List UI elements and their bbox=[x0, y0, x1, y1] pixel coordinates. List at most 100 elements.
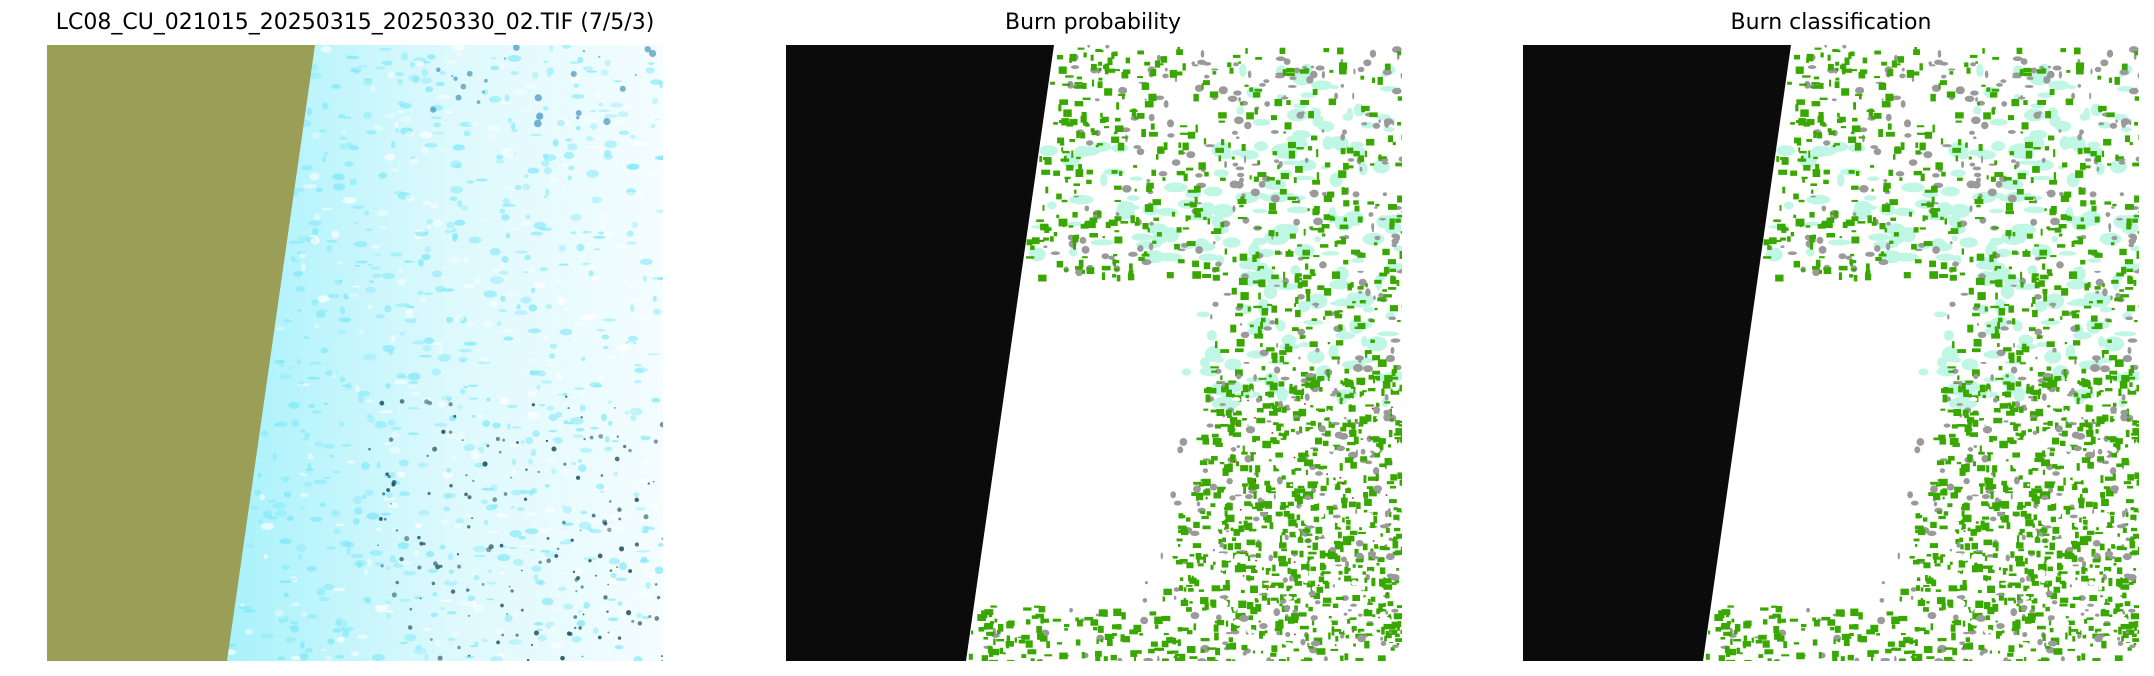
burned-pixel bbox=[2113, 562, 2117, 566]
cloud-texture bbox=[421, 397, 434, 400]
burned-pixel bbox=[1796, 120, 1800, 124]
burned-pixel bbox=[1037, 633, 1045, 640]
burned-pixel bbox=[1390, 647, 1395, 651]
burned-pixel bbox=[1104, 633, 1113, 641]
burned-pixel bbox=[1065, 75, 1074, 78]
burned-pixel bbox=[1342, 422, 1350, 427]
burned-pixel bbox=[1300, 659, 1309, 661]
burned-pixel bbox=[1389, 418, 1394, 422]
burned-pixel bbox=[1306, 293, 1311, 302]
unburned-mint-patch bbox=[1252, 237, 1267, 246]
burned-pixel bbox=[1975, 521, 1979, 524]
classification-image-panel bbox=[1523, 45, 2139, 661]
gray-patch bbox=[2017, 96, 2026, 100]
cloud-texture bbox=[410, 61, 416, 68]
burned-pixel bbox=[2100, 609, 2110, 617]
burned-pixel bbox=[2001, 480, 2008, 486]
cloud-texture bbox=[630, 134, 636, 139]
burned-pixel bbox=[1827, 63, 1834, 71]
unburned-hole bbox=[1215, 380, 1226, 384]
cloud-texture bbox=[365, 130, 377, 135]
cloud-texture bbox=[549, 176, 559, 183]
unburned-hole bbox=[1375, 415, 1386, 420]
burned-pixel bbox=[1751, 637, 1754, 643]
unburned-mint-patch bbox=[2103, 336, 2125, 352]
cloud-texture bbox=[501, 214, 510, 221]
unburned-mint-patch bbox=[1163, 182, 1188, 193]
cloud-texture bbox=[360, 462, 370, 470]
burned-pixel bbox=[1401, 134, 1402, 141]
burned-pixel bbox=[1374, 279, 1382, 284]
gray-patch bbox=[1941, 74, 1947, 79]
burned-pixel bbox=[1146, 182, 1154, 189]
dark-feature bbox=[520, 608, 524, 612]
gray-patch bbox=[1885, 242, 1891, 251]
burned-pixel bbox=[1848, 636, 1852, 639]
burned-pixel bbox=[1780, 237, 1786, 241]
unburned-hole bbox=[1226, 478, 1233, 485]
gray-patch bbox=[1981, 493, 1990, 500]
unburned-hole bbox=[1304, 495, 1312, 501]
burned-pixel bbox=[2007, 597, 2016, 601]
high-probability-pixel bbox=[1271, 432, 1274, 434]
burned-pixel bbox=[2024, 567, 2028, 574]
burned-pixel bbox=[2023, 100, 2028, 105]
burned-pixel bbox=[1358, 155, 1365, 163]
gray-patch bbox=[1239, 322, 1243, 326]
burned-pixel bbox=[1271, 405, 1278, 410]
gray-patch bbox=[1804, 234, 1811, 241]
cloud-texture bbox=[386, 566, 391, 570]
burned-pixel bbox=[1396, 508, 1402, 513]
gray-patch bbox=[2106, 49, 2114, 58]
burned-pixel bbox=[1116, 624, 1122, 630]
cloud-texture bbox=[325, 239, 338, 243]
burned-pixel bbox=[1298, 408, 1307, 417]
burned-pixel bbox=[1148, 131, 1158, 137]
cloud-texture bbox=[379, 410, 393, 414]
burned-pixel bbox=[1143, 251, 1148, 256]
burned-pixel bbox=[1360, 438, 1364, 442]
burned-pixel bbox=[2064, 549, 2073, 554]
cloud-texture bbox=[309, 172, 320, 181]
burned-pixel bbox=[1174, 657, 1183, 661]
burned-pixel bbox=[1388, 511, 1392, 518]
burned-pixel bbox=[1306, 562, 1309, 568]
burned-pixel bbox=[1859, 635, 1867, 643]
burned-pixel bbox=[1302, 335, 1306, 339]
cloud-texture bbox=[383, 497, 396, 501]
cloud-texture bbox=[532, 430, 540, 437]
burned-pixel bbox=[2101, 350, 2109, 355]
cloud-texture bbox=[370, 244, 381, 249]
burned-pixel bbox=[1347, 567, 1351, 572]
burned-pixel bbox=[1853, 102, 1857, 110]
cloud-texture bbox=[457, 200, 463, 208]
cloud-texture bbox=[331, 230, 340, 239]
burned-pixel bbox=[1066, 164, 1074, 171]
burned-pixel bbox=[1203, 408, 1209, 411]
cloud-texture bbox=[405, 308, 414, 316]
burned-pixel bbox=[2036, 550, 2041, 558]
burned-pixel bbox=[1365, 352, 1368, 358]
cloud-texture bbox=[493, 268, 502, 273]
unburned-hole bbox=[1386, 504, 1396, 508]
unburned-hole bbox=[1357, 634, 1366, 643]
burned-pixel bbox=[2028, 200, 2036, 204]
cloud-texture bbox=[399, 491, 411, 497]
burned-pixel bbox=[1957, 423, 1966, 427]
burned-pixel bbox=[1973, 563, 1983, 569]
burned-pixel bbox=[1245, 394, 1249, 399]
unburned-mint-patch bbox=[1115, 205, 1135, 220]
burned-pixel bbox=[2088, 249, 2098, 255]
cloud-texture bbox=[549, 45, 554, 52]
gray-patch bbox=[1050, 251, 1061, 256]
burned-pixel bbox=[1321, 465, 1328, 469]
burned-pixel bbox=[1278, 555, 1286, 562]
dark-feature bbox=[472, 479, 475, 483]
burned-pixel bbox=[1179, 627, 1189, 631]
cloud-texture bbox=[473, 603, 484, 612]
gray-patch bbox=[1880, 657, 1890, 661]
burned-pixel bbox=[1346, 448, 1350, 452]
unburned-mint-patch bbox=[1292, 130, 1311, 140]
burned-pixel bbox=[1264, 630, 1268, 634]
cloud-texture bbox=[291, 655, 302, 660]
